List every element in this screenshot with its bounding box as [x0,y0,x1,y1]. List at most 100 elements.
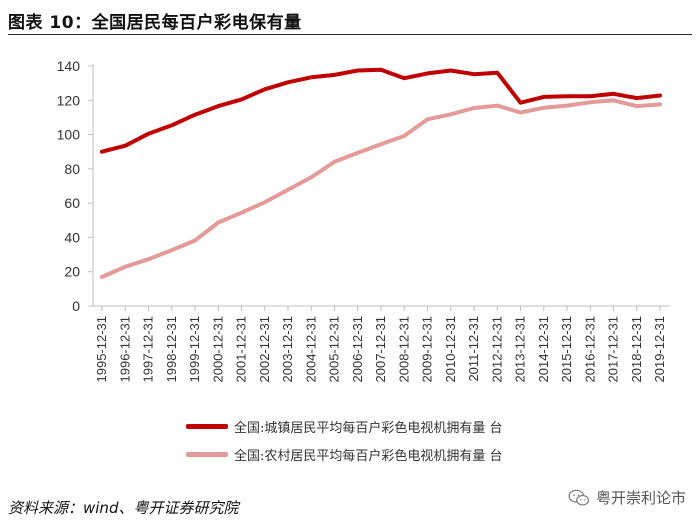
y-tick-label: 140 [57,58,81,74]
x-tick-label: 2003-12-31 [280,316,295,383]
chart-title: 图表 10：全国居民每百户彩电保有量 [8,13,302,33]
x-tick-label: 2014-12-31 [536,316,551,383]
data-point-rural [473,107,475,109]
data-point-urban [217,105,219,107]
data-point-rural [450,113,452,115]
source-note: 资料来源：wind、粤开证券研究院 [8,499,239,517]
data-point-urban [566,95,568,97]
data-point-urban [334,74,335,76]
title-divider [8,34,692,35]
y-tick-label: 20 [64,264,80,280]
series-line-urban [100,67,662,154]
data-point-urban [589,95,591,97]
x-tick-label: 2012-12-31 [489,316,504,383]
x-tick-label: 2018-12-31 [629,316,644,383]
data-point-rural [659,103,661,105]
legend-label-rural: 全国:农村居民平均每百户彩色电视机拥有量 台 [234,448,503,464]
data-point-urban [357,69,359,71]
data-point-rural [566,105,568,107]
data-point-urban [520,102,521,104]
x-tick-label: 2004-12-31 [303,316,318,383]
data-point-urban [101,151,103,153]
data-point-urban [194,114,196,116]
data-point-rural [148,258,149,260]
data-point-urban [310,76,312,78]
x-tick-label: 1995-12-31 [94,316,109,383]
data-point-rural [636,105,638,107]
data-point-rural [427,118,428,120]
x-tick-label: 2006-12-31 [350,316,365,383]
data-point-rural [287,189,289,191]
x-tick-label: 2015-12-31 [559,316,574,383]
watermark: 粤开崇利论市 [568,487,686,508]
x-tick-label: 2017-12-31 [606,316,621,383]
x-axis: 1995-12-31 1996-12-31 1997-12-31 1998-12-31… [93,305,670,383]
data-point-rural [543,107,545,109]
x-tick-label: 2013-12-31 [513,316,528,383]
data-point-rural [124,266,126,268]
x-tick-label: 1996-12-31 [117,316,132,383]
data-point-rural [496,105,498,107]
y-tick-label: 120 [57,92,81,108]
x-tick-label: 2010-12-31 [443,316,458,383]
data-point-urban [403,77,405,79]
y-tick-label: 60 [64,195,80,211]
series-line-rural [100,98,662,279]
legend-label-urban: 全国:城镇居民平均每百户彩色电视机拥有量 台 [234,420,503,436]
data-point-urban [148,133,149,135]
x-tick-label: 2007-12-31 [373,316,388,383]
data-point-rural [264,201,266,203]
data-point-rural [334,161,335,163]
data-point-urban [543,96,545,98]
data-point-urban [496,72,498,74]
x-tick-label: 2001-12-31 [234,316,249,383]
data-point-urban [473,73,475,75]
x-tick-label: 1999-12-31 [187,316,202,383]
data-point-urban [241,98,242,100]
x-tick-label: 2005-12-31 [327,316,342,383]
data-point-rural [357,152,359,154]
data-point-rural [241,212,242,214]
data-point-urban [124,145,126,147]
y-tick-label: 80 [64,161,80,177]
data-point-rural [589,101,591,103]
legend-swatch-urban [186,423,228,429]
x-tick-label: 2000-12-31 [210,316,225,383]
x-tick-label: 2002-12-31 [257,316,272,383]
y-tick-label: 40 [64,229,80,245]
x-tick-label: 1997-12-31 [141,316,156,383]
x-tick-label: 2019-12-31 [652,316,667,383]
y-tick-label: 0 [72,298,80,314]
data-point-urban [427,72,428,74]
legend-item-urban: 全国:城镇居民平均每百户彩色电视机拥有量 台 [186,412,503,440]
data-point-rural [403,135,405,137]
x-tick-label: 1998-12-31 [164,316,179,383]
data-point-rural [613,99,614,101]
data-point-rural [520,111,521,113]
data-point-urban [659,94,661,96]
x-tick-label: 2009-12-31 [420,316,435,383]
x-tick-label: 2008-12-31 [396,316,411,383]
data-point-rural [380,143,382,145]
x-tick-label: 2016-12-31 [582,316,597,383]
y-axis: 0 20 40 60 80 100 120 140 [57,58,94,314]
series-lines [100,67,662,279]
data-point-urban [450,69,452,71]
legend-item-rural: 全国:农村居民平均每百户彩色电视机拥有量 台 [186,440,503,468]
data-point-rural [101,276,103,278]
data-point-urban [380,69,382,71]
data-point-urban [264,88,266,90]
data-point-rural [194,240,196,242]
watermark-text: 粤开崇利论市 [595,489,686,507]
legend: 全国:城镇居民平均每百户彩色电视机拥有量 台 全国:农村居民平均每百户彩色电视机… [186,412,503,468]
data-point-urban [613,93,614,95]
wechat-icon [568,489,590,506]
data-point-urban [171,124,173,126]
x-tick-label: 2011-12-31 [466,316,481,382]
data-point-urban [636,97,638,99]
data-point-rural [217,222,219,224]
data-point-urban [287,81,289,83]
y-tick-label: 100 [57,127,81,143]
legend-swatch-rural [186,451,228,457]
